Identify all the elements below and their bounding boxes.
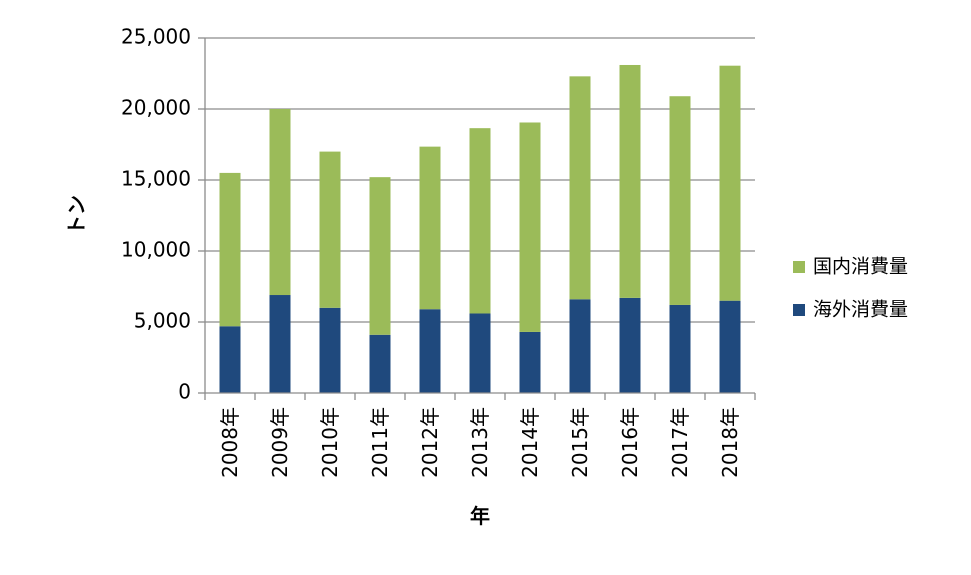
- bar-overseas-4: [419, 309, 441, 393]
- legend-swatch: [793, 261, 805, 273]
- y-tick-label: 10,000: [121, 238, 191, 262]
- bar-overseas-0: [219, 326, 241, 393]
- bar-overseas-10: [719, 300, 741, 393]
- bar-domestic-2: [319, 151, 341, 308]
- y-axis-title: トン: [65, 195, 89, 235]
- bar-domestic-3: [369, 177, 391, 335]
- bar-overseas-9: [669, 304, 691, 393]
- bar-domestic-6: [519, 122, 541, 332]
- legend-swatch: [793, 304, 805, 316]
- y-tick-label: 0: [178, 380, 191, 404]
- x-tick-label: 2018年: [718, 407, 742, 478]
- x-tick-label: 2009年: [268, 407, 292, 478]
- bar-domestic-7: [569, 76, 591, 300]
- y-tick-label: 20,000: [121, 96, 191, 120]
- bar-domestic-1: [269, 109, 291, 296]
- bar-domestic-4: [419, 146, 441, 310]
- bar-overseas-1: [269, 295, 291, 393]
- bar-overseas-6: [519, 331, 541, 393]
- legend-label: 国内消費量: [813, 256, 908, 278]
- y-tick-label: 15,000: [121, 167, 191, 191]
- bars: [219, 64, 741, 393]
- y-tick-label: 25,000: [121, 25, 191, 49]
- x-tick-labels: 2008年 2009年 2010年 2011年 2012年 2013年 2014年 2015年…: [218, 407, 742, 478]
- bar-domestic-5: [469, 128, 491, 314]
- bar-domestic-0: [219, 172, 241, 327]
- x-tick-label: 2016年: [618, 407, 642, 478]
- bar-overseas-8: [619, 297, 641, 393]
- x-tick-label: 2013年: [468, 407, 492, 478]
- x-tick-label: 2012年: [418, 407, 442, 478]
- x-tick-label: 2017年: [668, 407, 692, 478]
- x-tick-label: 2014年: [518, 407, 542, 478]
- bar-domestic-8: [619, 64, 641, 298]
- bar-overseas-5: [469, 313, 491, 393]
- y-tick-labels: 0 5,000 10,000 15,000 20,000 25,000: [121, 25, 191, 404]
- y-tick-label: 5,000: [134, 309, 191, 333]
- legend-label: 海外消費量: [813, 299, 908, 321]
- bar-overseas-7: [569, 299, 591, 393]
- bar-domestic-9: [669, 96, 691, 305]
- bar-overseas-2: [319, 307, 341, 393]
- x-tick-label: 2015年: [568, 407, 592, 478]
- axes: [204, 38, 756, 400]
- x-tick-label: 2008年: [218, 407, 242, 478]
- bar-overseas-3: [369, 334, 391, 393]
- x-tick-label: 2010年: [318, 407, 342, 478]
- x-tick-label: 2011年: [368, 407, 392, 478]
- bar-domestic-10: [719, 65, 741, 301]
- x-axis-title: 年: [470, 504, 490, 528]
